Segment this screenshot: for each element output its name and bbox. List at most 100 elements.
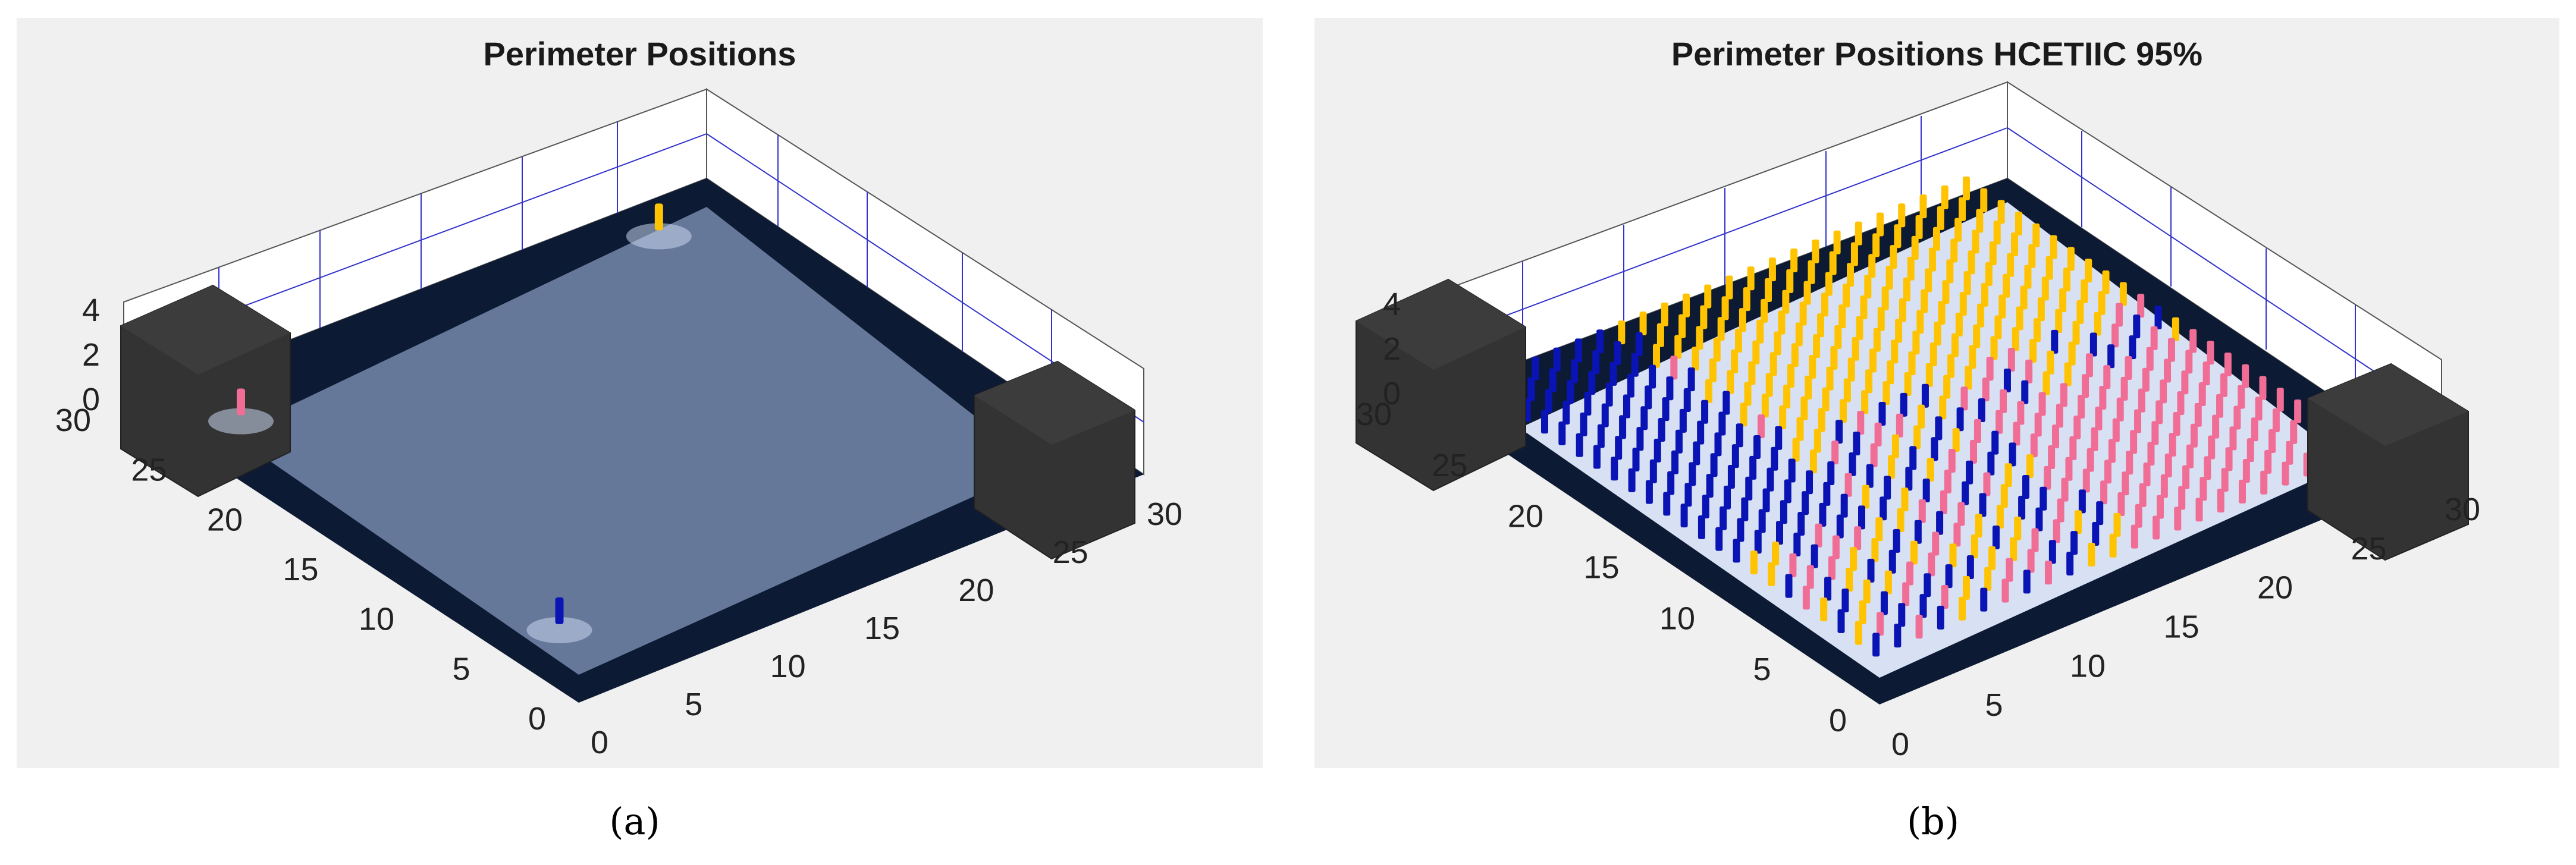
position-marker xyxy=(1857,411,1865,435)
position-marker xyxy=(2095,406,2103,430)
position-marker xyxy=(1928,552,1935,577)
position-marker xyxy=(2154,306,2162,330)
position-marker xyxy=(1898,603,1906,627)
position-marker xyxy=(2000,389,2007,413)
position-marker xyxy=(1812,239,1819,263)
position-marker xyxy=(1605,382,1613,407)
position-marker xyxy=(2169,432,2176,457)
position-marker xyxy=(1706,474,1714,498)
position-marker xyxy=(2029,339,2037,363)
x-tick-label: 15 xyxy=(2163,609,2199,645)
x-tick-label: 15 xyxy=(864,611,900,646)
position-marker xyxy=(1731,349,1739,373)
position-marker xyxy=(1635,332,1643,356)
position-marker xyxy=(2264,449,2272,474)
position-marker xyxy=(555,597,564,624)
position-marker xyxy=(1737,518,1744,542)
position-marker xyxy=(1919,194,1927,219)
position-marker xyxy=(2056,404,2063,428)
position-marker xyxy=(1788,458,1796,483)
position-marker xyxy=(2103,365,2111,389)
position-marker xyxy=(1670,356,1678,380)
position-marker xyxy=(2112,418,2120,442)
position-marker xyxy=(1684,483,1692,507)
position-marker xyxy=(1592,350,1600,375)
position-marker xyxy=(1899,298,1906,322)
z-tick-label: 0 xyxy=(82,382,100,417)
position-marker xyxy=(2017,401,2025,425)
position-marker xyxy=(1888,549,1896,574)
position-marker xyxy=(1979,493,1987,517)
position-marker xyxy=(2174,507,2182,531)
position-marker xyxy=(1953,523,1961,547)
position-marker xyxy=(1832,535,1840,559)
position-marker xyxy=(1872,233,1880,257)
position-marker xyxy=(1710,453,1718,477)
position-marker xyxy=(2027,549,2035,573)
position-marker xyxy=(1986,357,1994,381)
position-marker xyxy=(1717,317,1725,341)
marker-shadow xyxy=(208,408,274,435)
position-marker xyxy=(2160,474,2168,498)
position-marker xyxy=(1878,402,1886,426)
x-tick-label: 0 xyxy=(591,725,608,760)
position-marker xyxy=(1898,203,1906,228)
position-marker xyxy=(1903,277,1910,301)
position-marker xyxy=(1658,418,1665,442)
caption-b: (b) xyxy=(1906,800,1960,843)
position-marker xyxy=(1959,197,1966,221)
position-marker xyxy=(1871,538,1879,562)
position-marker xyxy=(2066,552,2074,576)
position-marker xyxy=(1863,579,1871,603)
position-marker xyxy=(1995,410,2003,434)
position-marker xyxy=(1793,532,1801,556)
position-marker xyxy=(1724,485,1731,509)
position-marker xyxy=(2221,468,2229,492)
position-marker xyxy=(1571,359,1578,383)
position-marker xyxy=(1761,298,1768,323)
position-marker xyxy=(1601,403,1609,427)
position-marker xyxy=(1680,504,1688,528)
position-marker xyxy=(2120,376,2128,401)
position-marker xyxy=(2076,300,2084,324)
x-tick-label: 5 xyxy=(685,687,702,722)
y-tick-label: 25 xyxy=(1432,448,1467,483)
position-marker xyxy=(1802,586,1810,610)
position-marker xyxy=(1765,373,1773,397)
position-marker xyxy=(1918,499,1926,523)
position-marker xyxy=(2155,400,2163,424)
position-marker xyxy=(1893,529,1900,553)
position-marker xyxy=(1929,342,1937,366)
x-tick-label: 10 xyxy=(770,649,806,684)
position-marker xyxy=(1828,556,1835,580)
position-marker xyxy=(1997,200,2005,224)
position-marker xyxy=(1894,224,1902,249)
position-marker xyxy=(2048,540,2056,564)
position-marker xyxy=(2065,457,2073,481)
floor-surface xyxy=(231,207,1040,675)
position-marker xyxy=(1834,325,1842,350)
chart-panel-a: 0 5 10 15 20 25 30 0 5 10 15 20 25 30 0 2 4 Perimeter Po… xyxy=(17,18,1263,768)
position-marker xyxy=(1825,272,1833,296)
position-marker xyxy=(1910,540,1918,565)
position-marker xyxy=(1671,450,1679,474)
position-marker xyxy=(1693,441,1700,465)
position-marker xyxy=(2023,570,2031,594)
position-marker xyxy=(1916,310,1924,334)
position-marker xyxy=(1714,432,1722,457)
position-marker xyxy=(2040,486,2047,511)
position-marker xyxy=(1615,436,1623,460)
position-marker xyxy=(1856,316,1863,340)
position-marker xyxy=(2031,528,2039,552)
position-marker xyxy=(1806,565,1814,589)
position-marker xyxy=(1891,434,1899,458)
position-marker xyxy=(2010,537,2017,561)
position-marker xyxy=(1618,320,1626,345)
position-marker xyxy=(1639,312,1647,336)
position-marker xyxy=(2104,460,2111,484)
position-marker xyxy=(2255,397,2263,421)
position-marker xyxy=(1791,343,1799,367)
position-marker xyxy=(2233,405,2241,430)
corner-block-left xyxy=(1356,278,1526,492)
